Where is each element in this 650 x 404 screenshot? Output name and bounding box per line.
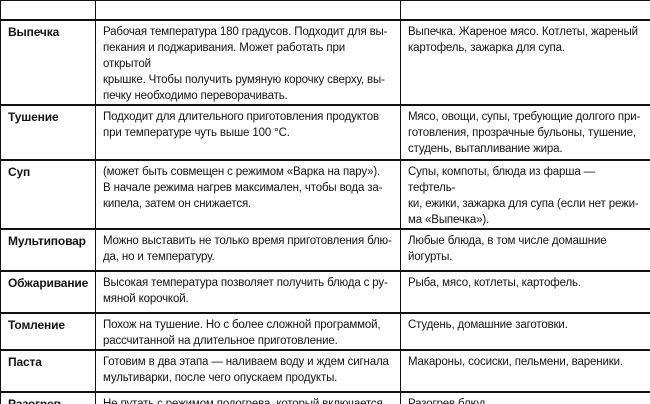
description-cell: Похож на тушение. Но с более сложной про…: [95, 312, 401, 351]
description-cell: (может быть совмещен с режимом «Варка на…: [95, 159, 401, 230]
description-cell: Подходит для длительного приготовления п…: [95, 104, 401, 161]
mode-name-cell: Суп: [0, 159, 96, 230]
table-row: Суп (может быть совмещен с режимом «Варк…: [0, 159, 650, 230]
dishes-cell: Студень, домашние заготовки.: [400, 312, 650, 351]
table-row: Томление Похож на тушение. Но с более сл…: [0, 312, 650, 351]
description-cell: Можно выставить не только время приготов…: [95, 228, 401, 272]
dishes-cell: Разогрев блюд.: [400, 391, 650, 404]
table-row: Тушение Подходит для длительного пригото…: [0, 104, 650, 161]
mode-name-cell: [0, 0, 96, 21]
description-cell: Высокая температура позволяет получить б…: [95, 270, 401, 314]
dishes-cell: Мясо, овощи, супы, требующие долгого при…: [400, 104, 650, 161]
description-cell: [95, 0, 401, 21]
table-row: Обжаривание Высокая температура позволяе…: [0, 270, 650, 314]
description-cell: Не путать с режимом подогрева, который в…: [95, 391, 401, 404]
table-row: Выпечка Рабочая температура 180 градусов…: [0, 19, 650, 106]
dishes-cell: Супы, компоты, блюда из фарша — тефтель-…: [400, 159, 650, 230]
dishes-cell: Любые блюда, в том числе домашние йогурт…: [400, 228, 650, 272]
description-cell: Готовим в два этапа — наливаем воду и жд…: [95, 349, 401, 393]
table-row: Мультиповар Можно выставить не только вр…: [0, 228, 650, 272]
mode-name-cell: Мультиповар: [0, 228, 96, 272]
mode-name-cell: Томление: [0, 312, 96, 351]
table-row: Разогрев Не путать с режимом подогрева, …: [0, 391, 650, 404]
dishes-cell: Выпечка. Жареное мясо. Котлеты, жареный …: [400, 19, 650, 106]
description-cell: Рабочая температура 180 градусов. Подход…: [95, 19, 401, 106]
mode-name-cell: Разогрев: [0, 391, 96, 404]
mode-name-cell: Тушение: [0, 104, 96, 161]
mode-name-cell: Выпечка: [0, 19, 96, 106]
dishes-cell: Макароны, сосиски, пельмени, вареники.: [400, 349, 650, 393]
dishes-cell: Рыба, мясо, котлеты, картофель.: [400, 270, 650, 314]
dishes-cell: [400, 0, 650, 21]
table-row-continuation: [0, 0, 650, 21]
mode-name-cell: Паста: [0, 349, 96, 393]
mode-name-cell: Обжаривание: [0, 270, 96, 314]
table-row: Паста Готовим в два этапа — наливаем вод…: [0, 349, 650, 393]
